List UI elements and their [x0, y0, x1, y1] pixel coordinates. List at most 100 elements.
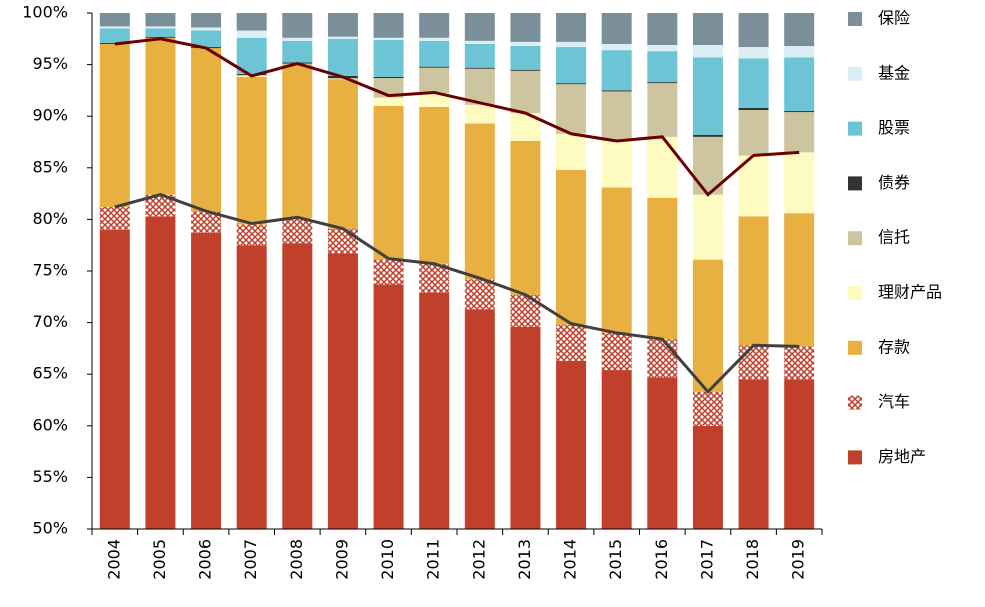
x-tick-label: 2014	[561, 539, 580, 580]
bar-segment	[282, 218, 313, 244]
bar-segment	[419, 93, 450, 107]
bar-segment	[601, 187, 632, 333]
legend-label: 基金	[878, 63, 910, 82]
bar-segment	[191, 30, 222, 48]
bar-segment	[236, 76, 267, 225]
bar-segment	[282, 40, 313, 63]
bar-segment	[327, 38, 358, 76]
bar-segment	[692, 259, 723, 392]
bar-segment	[419, 13, 450, 38]
bar-segment	[647, 377, 678, 529]
bar-segment	[601, 140, 632, 188]
bar-segment	[738, 13, 769, 48]
bar-segment	[601, 43, 632, 51]
bar-segment	[464, 68, 495, 105]
bar-segment	[373, 37, 404, 40]
x-tick-label: 2005	[150, 539, 169, 580]
bar-segment	[373, 76, 404, 79]
bar-segment	[282, 37, 313, 41]
legend-label: 汽车	[878, 392, 910, 411]
bar-segment	[145, 37, 176, 195]
bar-segment	[373, 13, 404, 38]
legend-swatch	[848, 176, 862, 191]
bar-segment	[647, 44, 678, 52]
bar-segment	[419, 37, 450, 41]
x-tick-label: 2011	[424, 539, 443, 580]
bar-segment	[236, 224, 267, 246]
x-tick-label: 2016	[652, 539, 671, 580]
bar-segment	[601, 91, 632, 141]
bar-segment	[784, 213, 815, 347]
bar-segment	[784, 112, 815, 153]
bar-segment	[692, 44, 723, 58]
bar-segment	[236, 245, 267, 529]
bar-segment	[145, 13, 176, 27]
bar-segment	[373, 39, 404, 77]
bar-segment	[419, 67, 450, 94]
bar-segment	[784, 111, 815, 113]
bar-segment	[692, 391, 723, 426]
bar-segment	[236, 30, 267, 38]
bar-segment	[99, 43, 130, 208]
bar-segment	[510, 69, 541, 71]
bar-segment	[373, 97, 404, 106]
bar-segment	[191, 211, 222, 233]
bar-segment	[601, 13, 632, 44]
bar-segment	[647, 83, 678, 137]
bar-segment	[99, 26, 130, 29]
bar-segment	[464, 13, 495, 41]
legend-label: 理财产品	[878, 283, 942, 302]
bar-segment	[510, 140, 541, 295]
legend-swatch	[848, 340, 862, 355]
y-tick-label: 55%	[32, 467, 68, 486]
bar-segment	[601, 90, 632, 92]
bar-segment	[145, 36, 176, 38]
bar-segment	[738, 107, 769, 111]
bar-segment	[99, 229, 130, 529]
bar-segment	[99, 28, 130, 43]
legend-swatch	[848, 395, 862, 410]
bar-segment	[784, 379, 815, 529]
x-tick-label: 2004	[104, 539, 123, 580]
x-tick-label: 2012	[469, 539, 488, 580]
bar-segment	[327, 228, 358, 254]
bar-segment	[601, 370, 632, 529]
x-tick-label: 2013	[515, 539, 534, 580]
bar-segment	[327, 36, 358, 39]
bar-segment	[556, 41, 587, 48]
bar-segment	[738, 345, 769, 380]
bar-segment	[647, 197, 678, 340]
bar-segment	[191, 13, 222, 28]
bar-segment	[191, 27, 222, 31]
bar-segment	[510, 41, 541, 47]
bar-segment	[601, 332, 632, 371]
bar-segment	[464, 40, 495, 44]
bar-segment	[327, 13, 358, 37]
legend-swatch	[848, 121, 862, 136]
bar-segment	[464, 43, 495, 68]
legend-label: 债券	[878, 173, 910, 192]
y-tick-label: 95%	[32, 54, 68, 73]
bar-segment	[464, 67, 495, 69]
bar-segment	[556, 169, 587, 325]
legend-swatch	[848, 66, 862, 81]
bar-segment	[510, 294, 541, 327]
bar-segment	[327, 78, 358, 81]
bar-segment	[419, 40, 450, 67]
bar-segment	[738, 47, 769, 59]
y-tick-label: 70%	[32, 312, 68, 331]
bar-segment	[510, 70, 541, 114]
bar-segment	[282, 243, 313, 530]
bar-segment	[464, 279, 495, 310]
bar-segment	[373, 259, 404, 285]
bar-segment	[145, 216, 176, 529]
y-tick-label: 80%	[32, 209, 68, 228]
bar-segment	[784, 57, 815, 112]
y-tick-label: 75%	[32, 261, 68, 280]
bar-segment	[692, 194, 723, 260]
y-tick-label: 65%	[32, 364, 68, 383]
y-tick-label: 90%	[32, 106, 68, 125]
x-tick-label: 2009	[332, 539, 351, 580]
bar-segment	[692, 134, 723, 137]
